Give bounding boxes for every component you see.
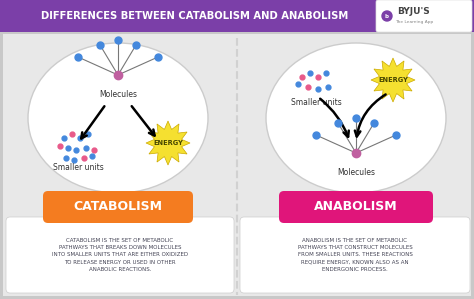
FancyBboxPatch shape bbox=[6, 217, 234, 293]
Text: The Learning App: The Learning App bbox=[395, 20, 433, 24]
Text: CATABOLISM IS THE SET OF METABOLIC
PATHWAYS THAT BREAKS DOWN MOLECULES
INTO SMAL: CATABOLISM IS THE SET OF METABOLIC PATHW… bbox=[52, 238, 188, 272]
Text: ANABOLISM: ANABOLISM bbox=[314, 201, 398, 213]
Text: Molecules: Molecules bbox=[337, 168, 375, 177]
Text: BYJU'S: BYJU'S bbox=[398, 7, 430, 16]
Text: b: b bbox=[385, 13, 389, 19]
Ellipse shape bbox=[266, 43, 446, 193]
Text: DIFFERENCES BETWEEN CATABOLISM AND ANABOLISM: DIFFERENCES BETWEEN CATABOLISM AND ANABO… bbox=[41, 11, 348, 21]
Polygon shape bbox=[146, 121, 190, 165]
FancyBboxPatch shape bbox=[376, 0, 472, 32]
Text: Smaller units: Smaller units bbox=[291, 98, 341, 107]
Ellipse shape bbox=[28, 43, 208, 193]
Text: ENERGY: ENERGY bbox=[153, 140, 183, 146]
Text: Smaller units: Smaller units bbox=[53, 163, 103, 172]
Circle shape bbox=[382, 11, 392, 21]
Text: ENERGY: ENERGY bbox=[378, 77, 408, 83]
Text: CATABOLISM: CATABOLISM bbox=[73, 201, 163, 213]
Text: Molecules: Molecules bbox=[99, 90, 137, 99]
Text: ANABOLISM IS THE SET OF METABOLIC
PATHWAYS THAT CONSTRUCT MOLECULES
FROM SMALLER: ANABOLISM IS THE SET OF METABOLIC PATHWA… bbox=[298, 238, 412, 272]
FancyBboxPatch shape bbox=[3, 34, 471, 296]
FancyBboxPatch shape bbox=[279, 191, 433, 223]
Polygon shape bbox=[371, 58, 415, 102]
FancyBboxPatch shape bbox=[0, 0, 474, 32]
FancyBboxPatch shape bbox=[240, 217, 470, 293]
FancyBboxPatch shape bbox=[43, 191, 193, 223]
